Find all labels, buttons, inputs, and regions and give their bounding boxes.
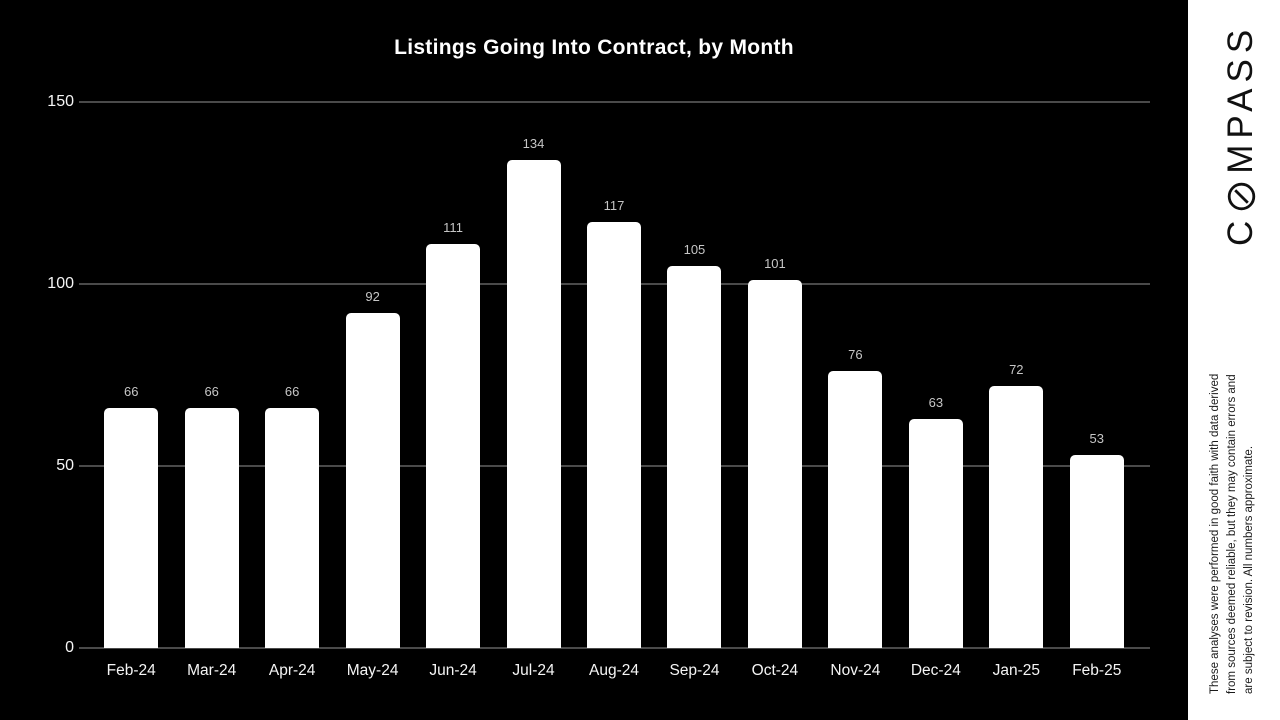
x-axis-tick-label: Oct-24 (751, 662, 799, 679)
x-axis-tick-label: Jan-25 (992, 662, 1040, 679)
bar-Feb-24 (104, 407, 159, 648)
bar-Aug-24 (587, 222, 641, 648)
bar-value-label: 134 (522, 136, 545, 152)
y-axis-tick-label: 100 (47, 275, 74, 292)
chart-title: Listings Going Into Contract, by Month (394, 36, 794, 59)
compass-needle-o-icon (1227, 182, 1255, 210)
y-axis-tick-label: 50 (56, 457, 74, 474)
x-axis-tick-label: Feb-24 (106, 662, 156, 679)
compass-logo-letter-c: C (1221, 214, 1260, 246)
disclaimer-line: are subject to revision. All numbers app… (1243, 445, 1255, 694)
bar-value-label: 53 (1089, 431, 1104, 447)
bar-value-label: 63 (928, 394, 944, 410)
bar-value-label: 117 (603, 198, 625, 214)
bar-value-label: 92 (365, 289, 380, 305)
bar-Jul-24 (506, 160, 561, 648)
x-axis-tick-label: Feb-25 (1072, 662, 1122, 679)
bar-Jan-25 (989, 385, 1044, 648)
gridline-y-0 (79, 647, 1150, 649)
bar-Oct-24 (747, 280, 802, 648)
bar-Sep-24 (667, 265, 722, 648)
bar-value-label: 76 (848, 347, 863, 363)
x-axis-tick-label: Jun-24 (429, 662, 477, 679)
disclaimer-text: These analyses were performed in good fa… (1207, 302, 1261, 694)
x-axis-tick-label: Apr-24 (268, 662, 316, 679)
branding-rail: C MPASS These analyses were performed in… (1188, 0, 1280, 720)
bar-value-label: 66 (123, 383, 139, 399)
x-axis-tick-label: May-24 (346, 662, 399, 679)
bar-chart: Listings Going Into Contract, by Month 6… (47, 36, 1150, 679)
bar-value-label: 72 (1009, 361, 1024, 377)
compass-logo: C MPASS (1218, 2, 1264, 246)
x-axis-tick-label: Nov-24 (830, 662, 881, 679)
gridline-y-150 (79, 101, 1150, 103)
x-axis-tick-label: Jul-24 (512, 662, 555, 679)
bar-May-24 (345, 313, 400, 648)
x-axis-tick-label: Aug-24 (589, 662, 639, 679)
bar-value-label: 101 (764, 256, 786, 272)
disclaimer-line: These analyses were performed in good fa… (1209, 373, 1221, 694)
plot-area: 66 66 66 92 111 134 117 105 101 76 63 72 53 (79, 101, 1150, 649)
bar-Feb-25 (1069, 455, 1124, 648)
x-axis-tick-label: Sep-24 (669, 662, 720, 679)
y-axis-tick-label: 150 (47, 93, 74, 110)
bar-Nov-24 (828, 371, 883, 648)
compass-logo-letters-mpass: MPASS (1221, 23, 1260, 174)
bar-Jun-24 (426, 243, 481, 648)
bar-Apr-24 (265, 407, 320, 648)
x-axis-tick-label: Mar-24 (187, 662, 237, 679)
bar-Mar-24 (184, 407, 239, 648)
disclaimer-line: from sources deemed reliable, but they m… (1226, 374, 1238, 694)
bar-Dec-24 (908, 418, 963, 648)
y-axis-tick-label: 0 (65, 639, 74, 656)
bar-value-label: 105 (683, 241, 706, 257)
x-axis-tick-label: Dec-24 (910, 662, 961, 679)
bar-value-label: 66 (284, 383, 300, 399)
bar-value-label: 111 (443, 219, 463, 235)
bar-value-label: 66 (204, 383, 219, 399)
